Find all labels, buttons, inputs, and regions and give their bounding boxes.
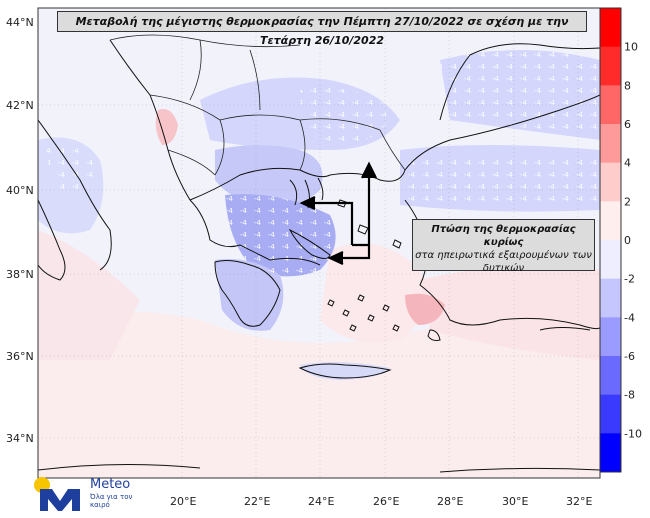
borders (109, 34, 406, 176)
lat-label: 38°N (6, 268, 34, 281)
colorbar-tick-label: 0 (624, 234, 631, 247)
colorbar-swatch (600, 85, 621, 125)
lon-label: 20°E (170, 495, 196, 508)
callout-line-1: Πτώση της θερμοκρασίας κυρίως (431, 224, 576, 248)
warm-land-east (420, 266, 600, 360)
colorbar-swatch (600, 162, 621, 202)
colorbar-tick-label: -6 (624, 350, 635, 363)
lat-label: 36°N (6, 350, 34, 363)
annotation-arrows (299, 161, 377, 265)
callout-line-3: δυτικών (482, 263, 525, 274)
colorbar-swatch (600, 317, 621, 357)
lon-label: 30°E (502, 495, 528, 508)
graticule (38, 8, 600, 478)
colorbar: 10 8 6 4 2 0 -2 -4 -6 -8 -10 (599, 7, 642, 473)
warm-sea-ionian (38, 230, 140, 360)
lat-label: 44°N (6, 16, 34, 29)
annotation-callout: Πτώση της θερμοκρασίας κυρίως στα ηπειρω… (412, 219, 595, 274)
colorbar-swatch (600, 278, 621, 318)
colorbar-swatch (600, 433, 621, 473)
colorbar-tick-label: -10 (624, 427, 642, 440)
colorbar-swatch (600, 46, 621, 86)
colorbar-swatch (600, 201, 621, 241)
latitude-labels: 44°N 42°N 40°N 38°N 36°N 34°N (6, 16, 34, 445)
lon-label: 32°E (566, 495, 592, 508)
colorbar-tick-label: 6 (624, 118, 631, 131)
colorbar-swatch (600, 240, 621, 280)
warm-sea-south (38, 300, 600, 478)
warm-patch-dodecanese (405, 293, 445, 325)
map-title: Μεταβολή της μέγιστης θερμοκρασίας την Π… (57, 11, 587, 47)
warm-patch-albania (155, 109, 178, 145)
lat-label: 34°N (6, 432, 34, 445)
meteo-logo-mark (34, 477, 80, 511)
colorbar-tick-label: 2 (624, 195, 631, 208)
colorbar-tick-label: -2 (624, 273, 635, 286)
lon-label: 22°E (244, 495, 270, 508)
colorbar-tick-label: -4 (624, 311, 635, 324)
colorbar-tick-label: 10 (624, 41, 638, 54)
colorbar-swatch (600, 394, 621, 434)
logo-tagline: Όλα για τον καιρό (90, 493, 133, 509)
colorbar-tick-label: -8 (624, 389, 635, 402)
colorbar-swatch (600, 8, 621, 48)
lon-label: 26°E (373, 495, 399, 508)
lat-label: 40°N (6, 184, 34, 197)
longitude-labels: 20°E 22°E 24°E 26°E 28°E 30°E 32°E (170, 495, 592, 508)
warm-sea-aegean (320, 243, 427, 343)
callout-line-2: στα ηπειρωτικά εξαιρουμένων των (415, 250, 592, 261)
colorbar-swatch (600, 124, 621, 164)
colorbar-swatch (600, 356, 621, 396)
logo-brand: Meteo (90, 477, 131, 492)
cooling-peloponnese (215, 259, 284, 331)
colorbar-frame (599, 7, 622, 473)
colorbar-tick-label: 8 (624, 79, 631, 92)
lon-label: 28°E (437, 495, 463, 508)
lat-label: 42°N (6, 99, 34, 112)
colorbar-tick-label: 4 (624, 157, 631, 170)
significant-cooling-hatching (45, 50, 600, 277)
meteo-logo: Meteo Όλα για τον καιρό (30, 475, 170, 515)
lon-label: 24°E (308, 495, 334, 508)
